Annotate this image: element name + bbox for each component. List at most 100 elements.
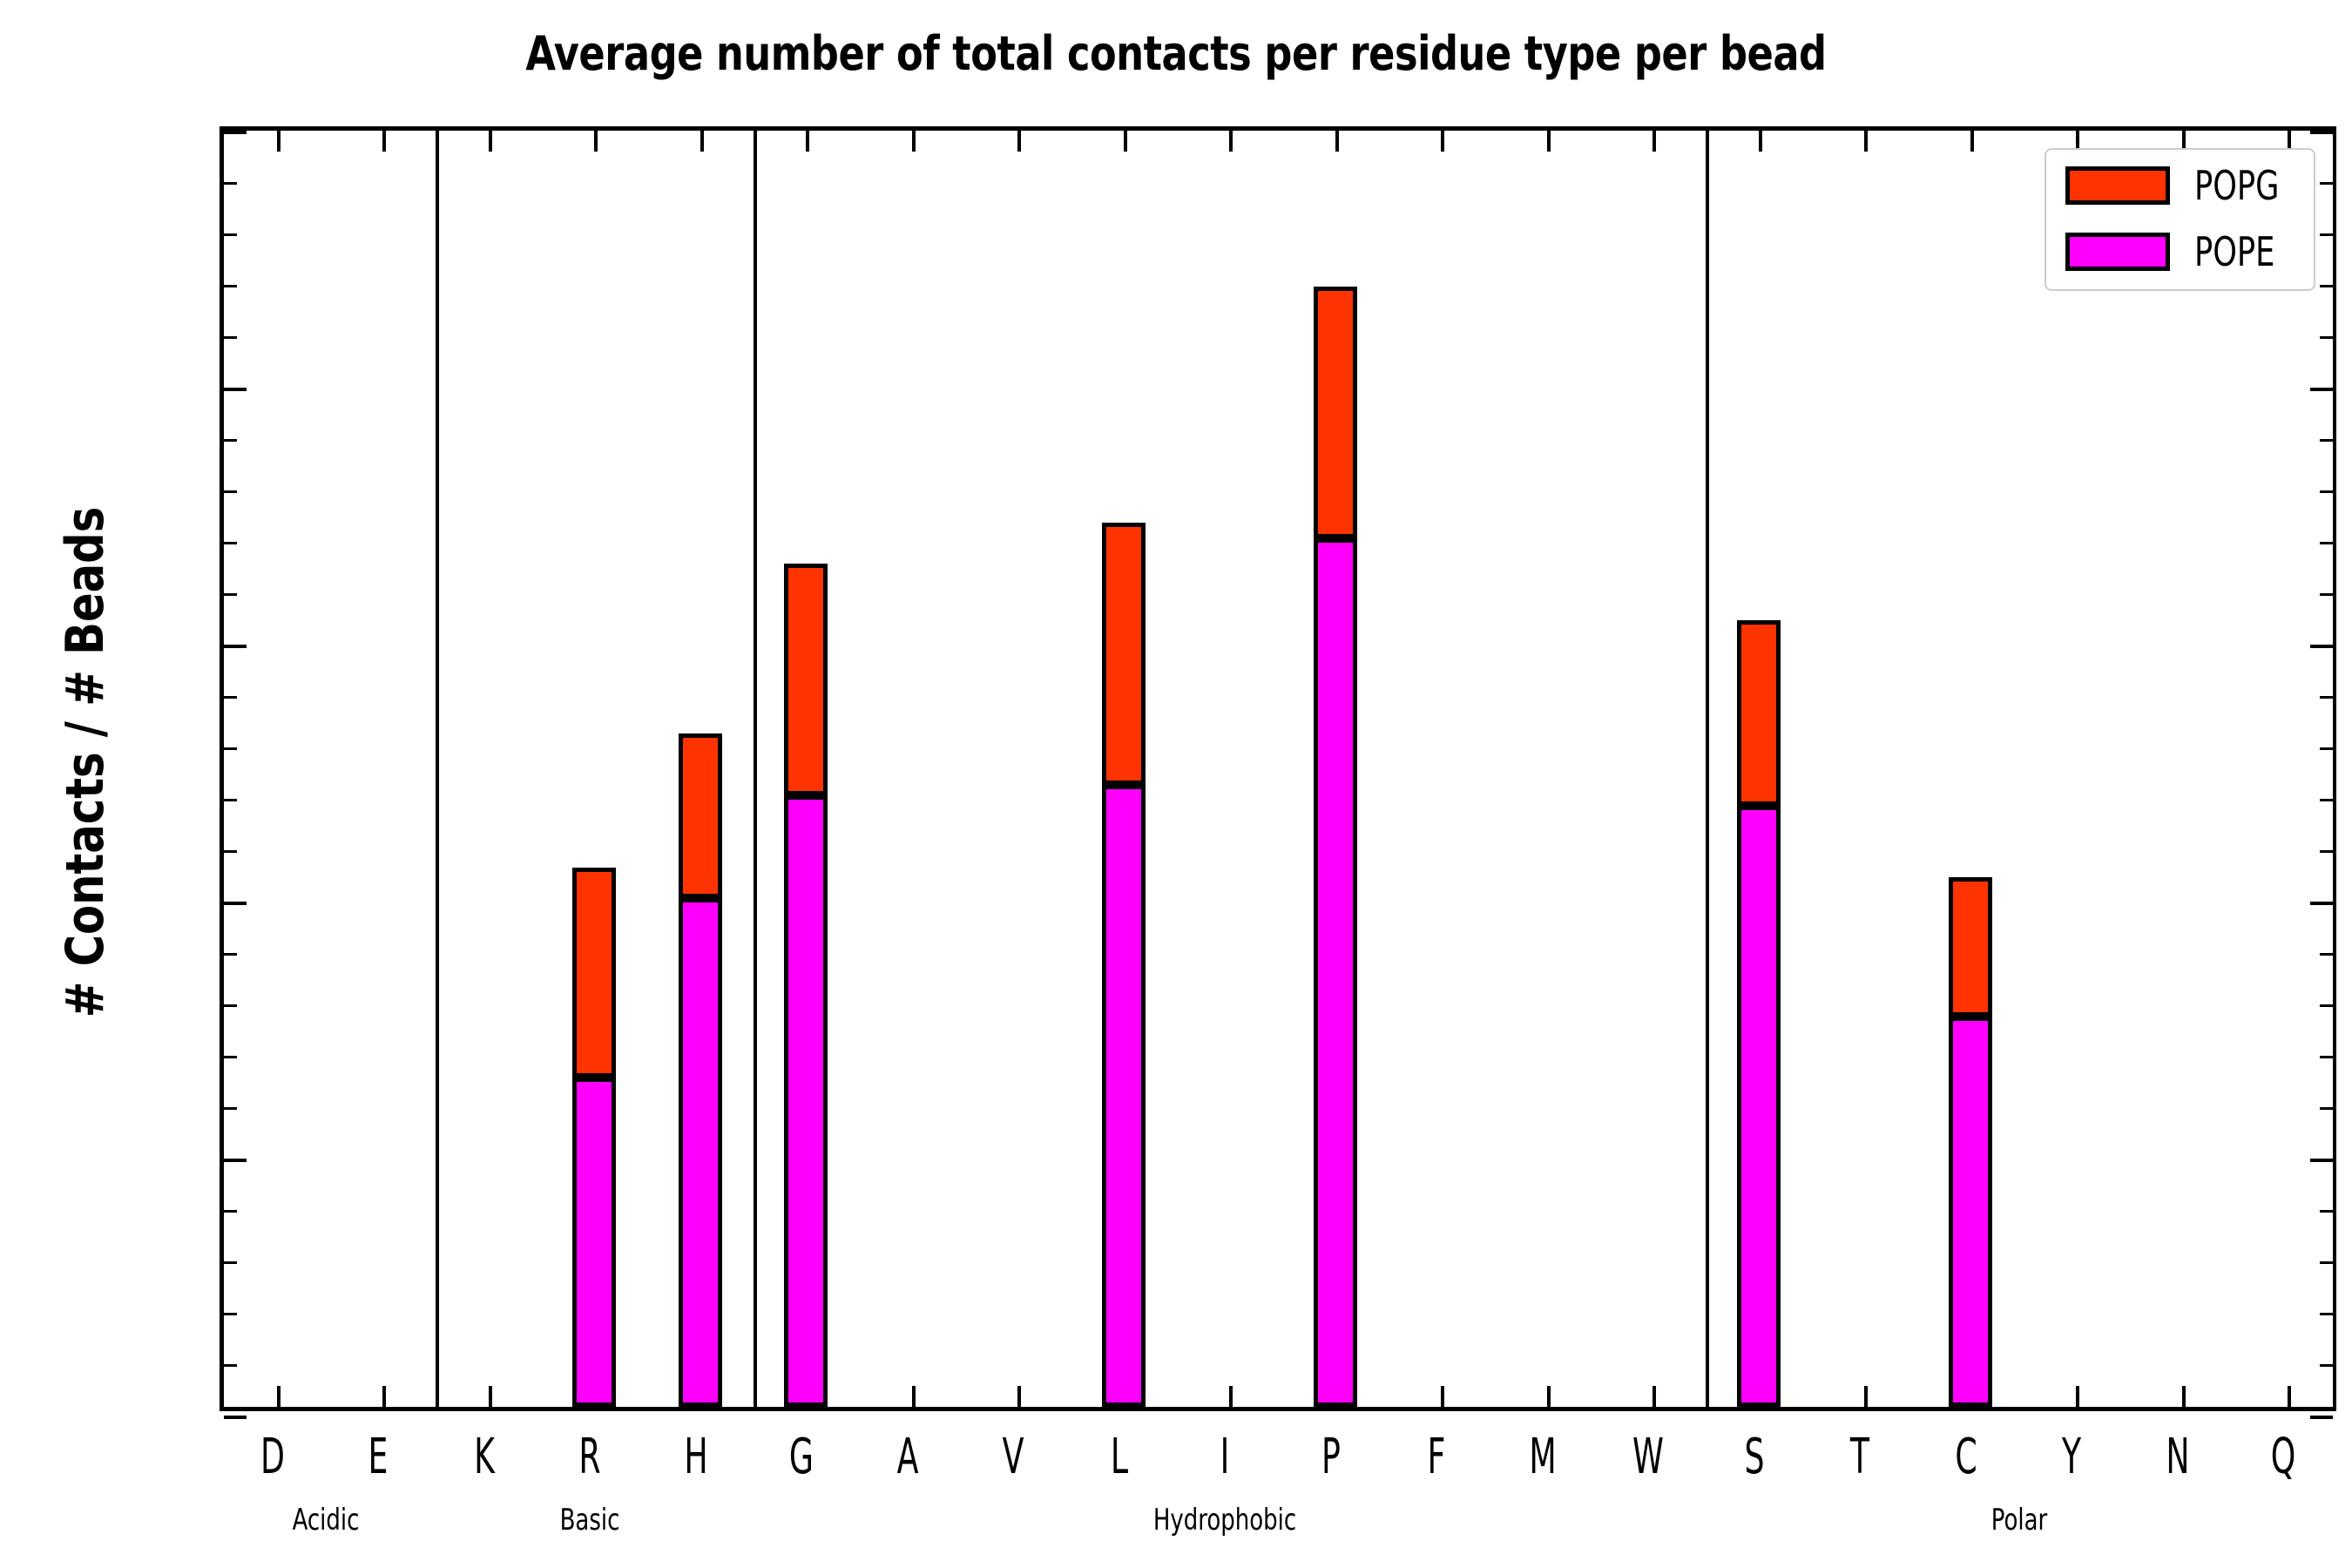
legend-swatch-pope: [2065, 233, 2171, 271]
y-tick-major: [2310, 645, 2333, 648]
legend-item-pope[interactable]: POPE: [2065, 228, 2295, 275]
bar-segment-pope-p[interactable]: [1313, 537, 1357, 1407]
x-tick-top: [911, 131, 916, 152]
x-tick: [911, 1386, 916, 1407]
x-tick-top: [1017, 131, 1022, 152]
x-tick: [1017, 1386, 1022, 1407]
bar-stack-p[interactable]: [1313, 122, 1357, 1407]
x-tick-label-w: W: [1632, 1429, 1665, 1485]
y-tick-minor: [2320, 542, 2333, 544]
x-tick-label-y: Y: [2062, 1429, 2082, 1485]
x-tick-label-m: M: [1529, 1429, 1557, 1485]
legend-item-popg[interactable]: POPG: [2065, 162, 2295, 209]
y-tick-minor: [2320, 1364, 2333, 1367]
x-tick-top: [488, 131, 492, 152]
bar-segment-popg-h[interactable]: [678, 733, 722, 898]
bar-segment-popg-s[interactable]: [1736, 620, 1781, 806]
group-separator: [1706, 131, 1709, 1407]
y-tick-minor: [2320, 439, 2333, 442]
y-tick-minor: [2320, 285, 2333, 287]
bar-stack-g[interactable]: [784, 122, 828, 1407]
y-tick-minor: [224, 747, 237, 750]
y-tick-minor: [224, 1004, 237, 1007]
x-tick: [2288, 1386, 2292, 1407]
bar-stack-r[interactable]: [572, 122, 617, 1407]
y-tick-major: [2310, 902, 2333, 905]
bar-segment-pope-c[interactable]: [1948, 1016, 1992, 1407]
bar-segment-pope-l[interactable]: [1101, 785, 1146, 1407]
x-tick-label-n: N: [2166, 1429, 2190, 1485]
y-axis-label: # Contacts / # Beads: [55, 506, 116, 1018]
x-tick-top: [1970, 131, 1974, 152]
y-tick-major: [224, 645, 247, 648]
y-tick-minor: [224, 1056, 237, 1058]
y-tick-major: [2310, 1159, 2333, 1162]
bar-segment-popg-l[interactable]: [1101, 523, 1146, 786]
bar-segment-pope-s[interactable]: [1736, 805, 1781, 1407]
bar-stack-s[interactable]: [1736, 122, 1781, 1407]
group-separator: [753, 131, 757, 1407]
bar-segment-pope-g[interactable]: [784, 794, 828, 1407]
y-tick-minor: [224, 233, 237, 236]
bar-segment-pope-h[interactable]: [678, 897, 722, 1407]
x-tick-label-v: V: [1002, 1429, 1024, 1485]
bar-segment-popg-r[interactable]: [572, 867, 617, 1078]
x-tick-top: [276, 131, 280, 152]
x-tick-label-e: E: [368, 1429, 389, 1485]
legend-swatch-popg: [2065, 166, 2171, 205]
x-tick-label-l: L: [1110, 1429, 1128, 1485]
x-tick-label-f: F: [1427, 1429, 1446, 1485]
x-tick: [1652, 1386, 1657, 1407]
x-tick-top: [2076, 131, 2080, 152]
y-tick-minor: [224, 542, 237, 544]
plot-area: POPG POPE: [220, 126, 2336, 1419]
y-tick-major: [2310, 131, 2333, 134]
y-tick-minor: [224, 439, 237, 442]
x-tick-label-k: K: [473, 1429, 495, 1485]
x-tick-top: [2181, 131, 2186, 152]
y-tick-minor: [224, 336, 237, 339]
bar-stack-c[interactable]: [1948, 122, 1992, 1407]
y-tick-minor: [224, 850, 237, 853]
y-tick-minor: [224, 1364, 237, 1367]
x-tick: [2076, 1386, 2080, 1407]
plot-inner: [224, 131, 2333, 1419]
group-label-basic: Basic: [559, 1503, 620, 1538]
y-tick-minor: [2320, 953, 2333, 956]
bar-stack-l[interactable]: [1101, 122, 1146, 1407]
y-tick-minor: [2320, 1313, 2333, 1315]
x-tick: [488, 1386, 492, 1407]
bar-segment-popg-c[interactable]: [1948, 877, 1992, 1017]
x-tick-top: [1864, 131, 1869, 152]
x-tick-label-i: I: [1220, 1429, 1230, 1485]
x-tick-top: [1546, 131, 1551, 152]
y-tick-minor: [2320, 593, 2333, 596]
x-tick-top: [1441, 131, 1445, 152]
y-tick-minor: [2320, 696, 2333, 699]
y-tick-minor: [224, 1107, 237, 1110]
bar-segment-pope-r[interactable]: [572, 1078, 617, 1407]
chart-legend[interactable]: POPG POPE: [2044, 148, 2315, 291]
y-tick-minor: [2320, 1261, 2333, 1264]
x-tick: [1546, 1386, 1551, 1407]
bar-segment-popg-g[interactable]: [784, 564, 828, 795]
bar-stack-h[interactable]: [678, 122, 722, 1407]
x-tick-top: [594, 131, 598, 152]
y-tick-major: [2310, 1416, 2333, 1419]
bar-segment-popg-p[interactable]: [1313, 286, 1357, 538]
x-tick-label-s: S: [1744, 1429, 1765, 1485]
x-tick-label-r: R: [578, 1429, 601, 1485]
x-tick-top: [1335, 131, 1339, 152]
y-tick-minor: [2320, 799, 2333, 801]
x-tick-label-g: G: [789, 1429, 814, 1485]
x-tick-top: [806, 131, 810, 152]
x-tick-top: [700, 131, 704, 152]
x-tick-label-t: T: [1850, 1429, 1870, 1485]
x-tick-label-h: H: [684, 1429, 708, 1485]
y-tick-minor: [224, 1313, 237, 1315]
x-tick: [382, 1386, 387, 1407]
y-tick-major: [224, 388, 247, 391]
page-title: Average number of total contacts per res…: [525, 26, 1827, 81]
y-tick-minor: [2320, 1210, 2333, 1213]
